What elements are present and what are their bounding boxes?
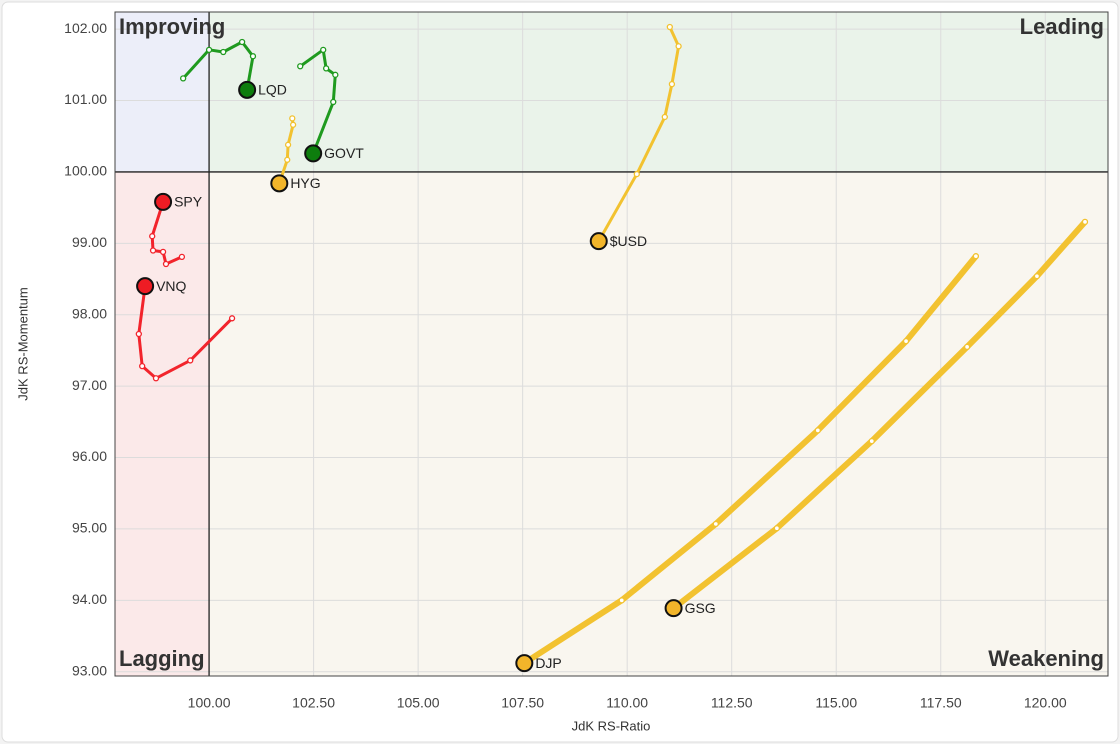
series-label: DJP	[535, 655, 561, 671]
trail-point	[322, 65, 330, 72]
trail-point	[149, 233, 156, 240]
trail-point	[1033, 273, 1041, 280]
series-label: $USD	[610, 233, 647, 249]
trail-point	[178, 253, 186, 261]
quadrant	[209, 171, 1109, 676]
series-label: GSG	[685, 600, 716, 616]
head-point	[589, 232, 608, 251]
x-tick-label: 102.50	[292, 695, 335, 711]
series-label: LQD	[258, 82, 287, 98]
trail	[670, 218, 1088, 612]
quadrant-label: Leading	[1020, 14, 1104, 39]
trail	[181, 40, 255, 92]
y-tick-label: 101.00	[64, 91, 107, 107]
trail-point	[330, 98, 337, 106]
y-axis-label: JdK RS-Momentum	[15, 287, 30, 400]
trail-point	[220, 48, 227, 56]
y-tick-label: 97.00	[72, 377, 107, 393]
trail-point	[159, 248, 167, 256]
trail-point	[902, 337, 910, 345]
head-point	[664, 599, 683, 618]
trail-point	[135, 330, 142, 338]
trail	[597, 25, 681, 243]
trail-point	[666, 23, 673, 31]
quadrant-label: Lagging	[119, 646, 205, 671]
y-tick-label: 95.00	[72, 520, 107, 536]
head-point	[238, 80, 257, 99]
trail-point	[289, 121, 297, 128]
trail-point	[633, 170, 640, 178]
y-tick-label: 99.00	[72, 234, 107, 250]
trail-point	[963, 343, 971, 351]
trail-point	[149, 247, 157, 254]
trail-point	[205, 46, 213, 53]
trail-point	[284, 141, 292, 148]
quadrant-label: Weakening	[988, 646, 1104, 671]
head-point	[154, 192, 173, 211]
x-tick-label: 100.00	[188, 695, 231, 711]
quadrant	[209, 12, 1109, 172]
x-tick-label: 120.00	[1024, 695, 1067, 711]
trail-point	[814, 427, 821, 434]
series-label: SPY	[174, 194, 203, 210]
trail-point	[1081, 218, 1089, 226]
head-point	[515, 654, 534, 673]
y-tick-label: 100.00	[64, 163, 107, 179]
series-label: VNQ	[156, 278, 186, 294]
trail-point	[773, 525, 781, 532]
trail-point	[297, 63, 304, 70]
y-tick-label: 94.00	[72, 591, 107, 607]
trail-point	[668, 80, 676, 88]
y-tick-label: 102.00	[64, 20, 107, 36]
series-label: HYG	[290, 175, 320, 191]
quadrant	[115, 12, 210, 172]
trail-point	[972, 253, 980, 260]
plot-border	[114, 11, 1109, 677]
quadrant	[115, 171, 210, 676]
trail-point	[238, 38, 246, 46]
trail	[137, 284, 234, 380]
y-tick-label: 93.00	[72, 662, 107, 678]
trail	[521, 253, 979, 667]
quadrant-label: Improving	[119, 14, 225, 39]
trail-point	[332, 71, 339, 78]
series-label: GOVT	[324, 145, 364, 161]
head-point	[270, 174, 289, 193]
y-tick-label: 98.00	[72, 305, 107, 321]
trail	[298, 48, 337, 155]
trail-point	[661, 113, 668, 121]
y-tick-label: 96.00	[72, 448, 107, 464]
x-tick-label: 110.00	[606, 695, 648, 711]
trail-point	[180, 75, 187, 82]
head-point	[304, 144, 323, 163]
trail-point	[618, 597, 625, 604]
x-tick-label: 115.00	[815, 695, 857, 711]
head-point	[136, 277, 155, 296]
x-axis-label: JdK RS-Ratio	[572, 718, 651, 733]
trail-point	[249, 53, 257, 60]
trail-point	[284, 156, 291, 163]
trail-point	[675, 43, 682, 50]
trail-point	[228, 315, 236, 322]
trail-point	[712, 520, 719, 528]
trail-point	[162, 260, 170, 268]
x-tick-label: 112.50	[711, 695, 753, 711]
x-tick-label: 105.00	[397, 695, 440, 711]
trail-point	[187, 357, 194, 364]
trail-point	[868, 437, 875, 445]
trail-point	[139, 362, 146, 370]
trail-point	[152, 375, 160, 382]
trail-point	[289, 115, 296, 122]
x-tick-label: 117.50	[920, 695, 962, 711]
trail-point	[320, 46, 327, 53]
x-tick-label: 107.50	[501, 695, 544, 711]
